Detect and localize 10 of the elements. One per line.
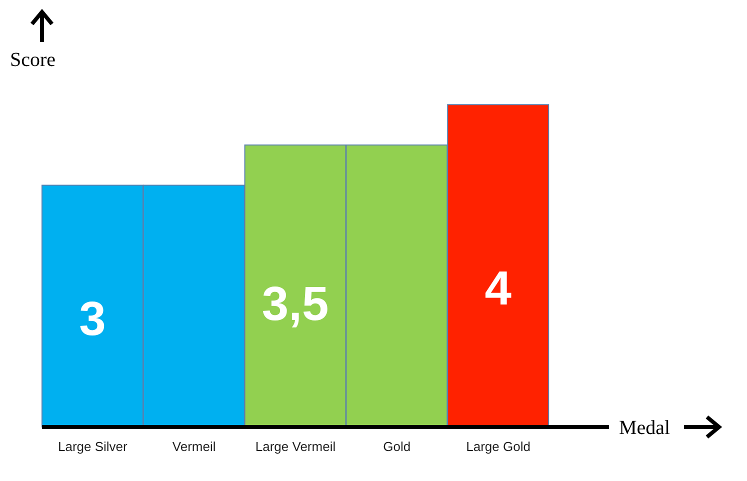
x-tick-label: Vermeil bbox=[172, 439, 216, 454]
data-label: 4 bbox=[484, 262, 512, 316]
x-tick-label: Large Vermeil bbox=[255, 439, 336, 454]
data-label: 3,5 bbox=[262, 278, 329, 331]
y-axis-title: Score bbox=[10, 49, 56, 71]
x-tick-label: Large Gold bbox=[466, 439, 530, 454]
data-label: 3 bbox=[79, 293, 106, 346]
x-tick-label: Gold bbox=[383, 439, 411, 454]
x-axis-title: Medal bbox=[619, 417, 671, 439]
x-tick-label: Large Silver bbox=[58, 439, 128, 454]
